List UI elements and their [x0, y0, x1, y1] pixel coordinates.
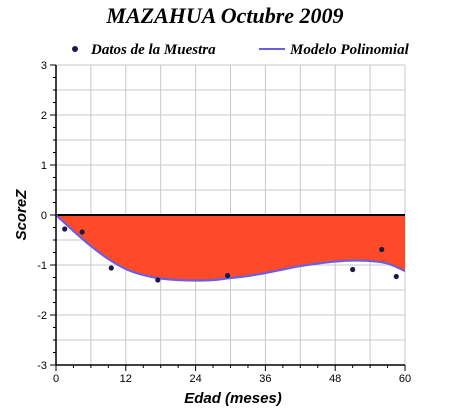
x-tick-label: 48 — [329, 373, 341, 385]
legend-scatter-marker — [72, 46, 78, 52]
legend-line-label: Modelo Polinomial — [289, 42, 410, 58]
polynomial-line — [55, 214, 406, 282]
y-axis-label: ScoreZ — [13, 189, 30, 241]
data-point — [155, 277, 161, 283]
sample-series — [62, 226, 399, 283]
y-tick-label: 3 — [41, 60, 47, 72]
y-tick-label: 1 — [41, 160, 47, 172]
x-tick-label: 24 — [189, 373, 201, 385]
polynomial-series — [55, 214, 406, 282]
data-point — [224, 272, 231, 279]
deficit-fill — [56, 215, 405, 281]
data-point — [350, 266, 356, 273]
legend-scatter-label: Datos de la Muestra — [90, 42, 216, 58]
x-tick-label: 12 — [120, 373, 132, 385]
data-point — [62, 226, 68, 232]
data-point — [108, 265, 114, 271]
x-tick-label: 36 — [259, 373, 271, 385]
legend: Datos de la Muestra Modelo Polinomial — [72, 42, 410, 58]
data-point — [393, 273, 399, 280]
x-axis-label: Edad (meses) — [184, 390, 282, 407]
x-tick-label: 60 — [399, 373, 411, 385]
y-tick-label: -3 — [37, 360, 47, 372]
y-tick-label: -1 — [37, 260, 47, 272]
data-point — [79, 229, 85, 235]
y-axis-ticks: 3 2 1 0 -1 -2 -3 — [37, 60, 56, 372]
chart-title: MAZAHUA Octubre 2009 — [105, 3, 343, 28]
deficit-area — [56, 215, 405, 281]
x-tick-label: 0 — [53, 373, 59, 385]
x-axis-ticks: 0 12 24 36 48 60 — [53, 365, 411, 385]
data-point — [379, 246, 385, 253]
y-tick-label: 2 — [41, 110, 47, 122]
y-tick-label: -2 — [37, 310, 47, 322]
y-tick-label: 0 — [41, 210, 47, 222]
